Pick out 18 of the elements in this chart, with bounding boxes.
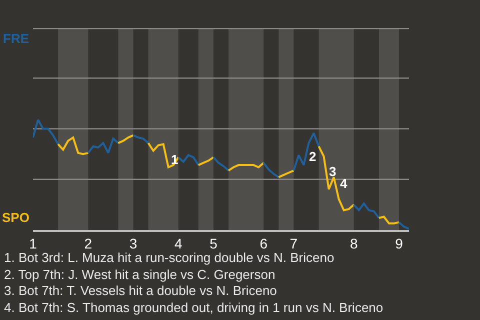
x-tick-label: 3 (129, 236, 138, 252)
x-tick-label: 4 (174, 236, 182, 252)
text: 3. Bot 7th: T. Vessels hit a double vs N. Briceno (4, 283, 277, 298)
x-tick-label: 5 (210, 236, 218, 252)
text: 2. Top 7th: J. West hit a single vs C. Gregerson (4, 267, 276, 282)
x-tick-label: 8 (350, 236, 358, 252)
x-tick-label: 2 (84, 236, 92, 252)
text: SPO (2, 210, 30, 225)
x-tick-label: 7 (290, 236, 298, 252)
text: 4. Bot 7th: S. Thomas grounded out, driving in 1 run vs N. Briceno (4, 300, 384, 315)
x-tick-label: 6 (260, 236, 268, 252)
annotation: 4 (340, 176, 348, 191)
annotation: 3 (329, 164, 336, 179)
text: FRE (3, 31, 30, 46)
text: 1. Bot 3rd: L. Muza hit a run-scoring double vs N. Briceno (4, 250, 334, 265)
x-tick-label: 1 (29, 236, 38, 252)
annotation: 2 (309, 149, 316, 164)
x-tick-label: 9 (395, 236, 404, 252)
